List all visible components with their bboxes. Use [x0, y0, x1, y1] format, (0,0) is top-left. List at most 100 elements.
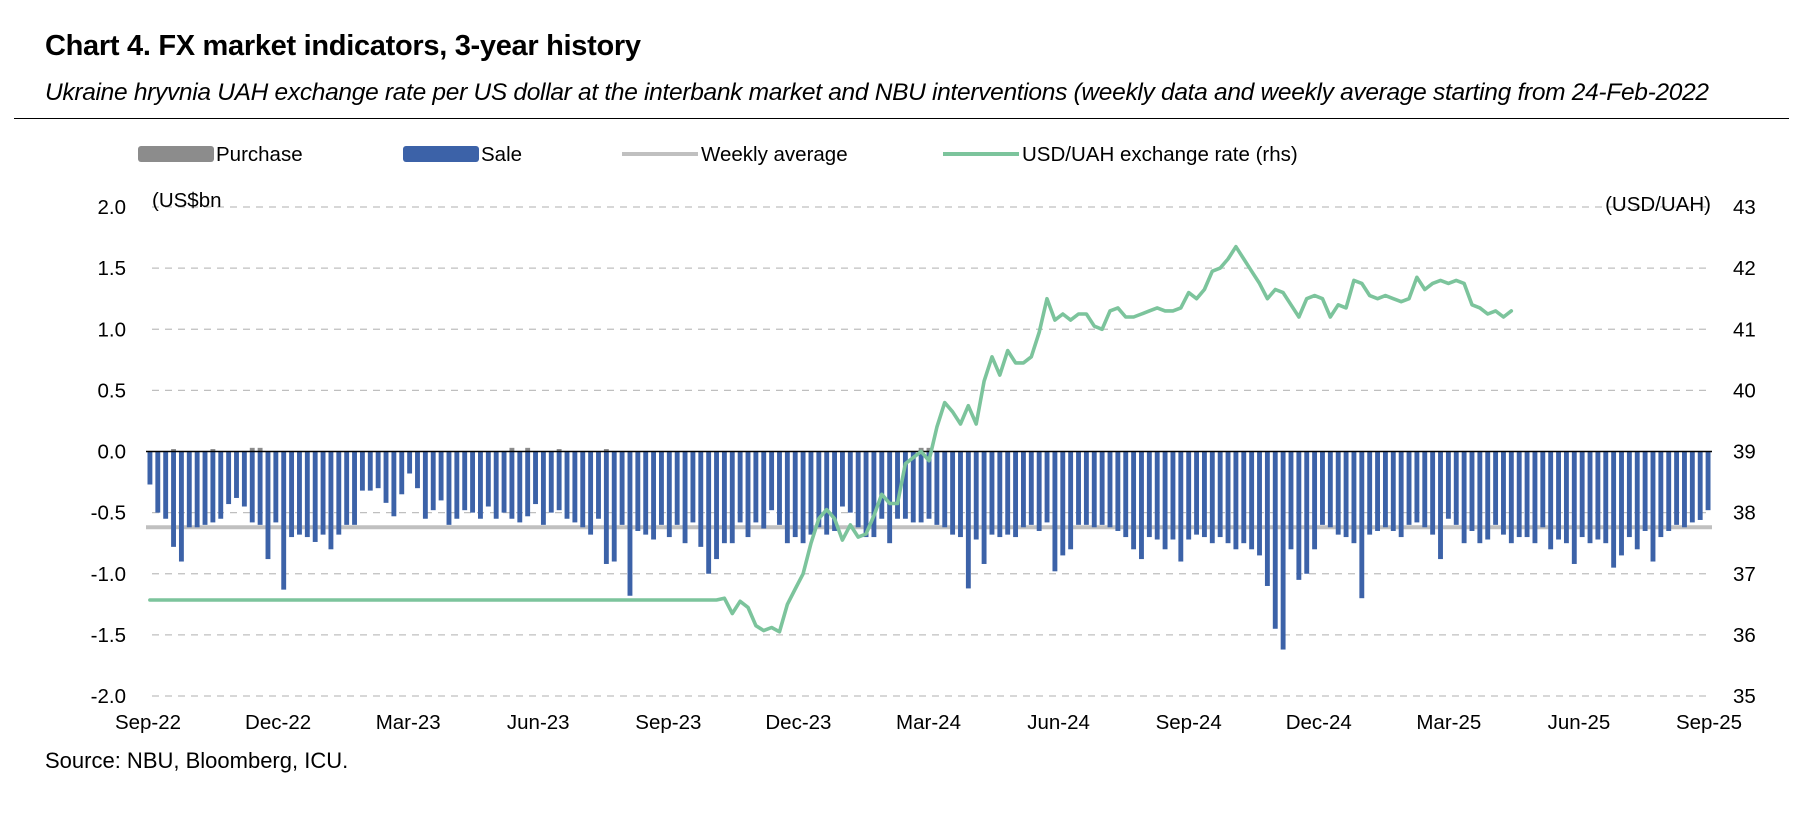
sale-bar: [304, 451, 310, 538]
sale-bar: [1068, 451, 1074, 550]
sale-bar: [556, 451, 562, 511]
sale-bar: [1201, 451, 1207, 538]
sale-bar: [1186, 451, 1192, 540]
sale-bar: [659, 451, 664, 525]
fx-rate-line: [148, 244, 1514, 634]
sale-bar: [1264, 451, 1270, 586]
sale-bar: [1430, 451, 1436, 535]
sale-bar: [1052, 451, 1058, 572]
sale-bar: [1501, 451, 1506, 535]
sale-bar: [745, 451, 751, 538]
sale-bar: [1170, 451, 1176, 540]
sale-bar: [1028, 451, 1034, 525]
purchase-bar: [257, 447, 263, 452]
sale-bar: [832, 451, 838, 531]
sale-bar: [462, 451, 468, 511]
sale-bar: [942, 451, 948, 528]
left-axis-tick-label: 1.0: [98, 318, 127, 341]
sale-bar: [430, 451, 436, 511]
sale-bar: [1359, 451, 1365, 599]
sale-bar: [839, 451, 845, 507]
sale-bar: [1524, 451, 1530, 538]
sale-bar: [367, 451, 373, 491]
sale-bar: [879, 451, 885, 519]
right-axis-tick-label: 37: [1733, 563, 1756, 586]
sale-bar: [540, 451, 546, 525]
sale-bar: [1453, 451, 1459, 525]
sale-bar: [265, 451, 271, 560]
title-divider: [14, 118, 1789, 119]
right-axis-tick-label: 38: [1733, 502, 1756, 525]
sale-bar: [1154, 451, 1160, 540]
sale-bar: [1351, 451, 1357, 544]
x-axis-tick-label: Sep-22: [115, 711, 181, 734]
sale-bar: [383, 451, 389, 503]
sale-bar: [643, 451, 649, 535]
sale-bar: [155, 451, 161, 513]
sale-bar: [1634, 451, 1640, 550]
sale-bar: [1650, 451, 1656, 562]
sale-bar: [965, 451, 971, 589]
sale-bars: [147, 451, 1711, 650]
sale-bar: [312, 451, 318, 542]
x-axis-tick-label: Jun-25: [1548, 711, 1611, 734]
sale-bar: [1209, 451, 1215, 544]
sale-bar: [596, 451, 601, 519]
sale-bar: [226, 451, 232, 505]
sale-bar: [1626, 451, 1632, 538]
x-axis-tick-label: Dec-24: [1286, 711, 1352, 734]
sale-bar: [1469, 451, 1475, 531]
sale-bar: [666, 451, 672, 538]
sale-bar: [863, 451, 869, 538]
sale-bar: [1398, 451, 1404, 538]
sale-bar: [289, 451, 295, 538]
sale-bar: [1013, 451, 1019, 538]
sale-bar: [163, 451, 169, 519]
sale-bar: [1563, 451, 1569, 544]
sale-bar: [1020, 451, 1026, 528]
purchase-bar: [603, 449, 609, 452]
x-axis-tick-label: Jun-23: [507, 711, 570, 734]
left-axis-tick-label: 0.5: [98, 379, 127, 402]
sale-bar: [1036, 451, 1042, 531]
sale-bar: [603, 451, 609, 564]
sale-bar: [682, 451, 688, 544]
sale-bar: [1115, 451, 1121, 531]
sale-bar: [1666, 451, 1672, 531]
sale-bar: [1674, 451, 1680, 525]
sale-bar: [674, 451, 680, 525]
sale-bar: [871, 451, 877, 538]
sale-bar: [1414, 451, 1420, 523]
sale-bar: [1595, 451, 1601, 540]
sale-bar: [1579, 451, 1585, 538]
sale-bar: [1280, 451, 1286, 650]
sale-bar: [533, 451, 538, 505]
purchase-bars: [171, 447, 932, 452]
legend-label: Weekly average: [701, 143, 848, 166]
legend-swatch-sale: [403, 146, 479, 162]
sale-bar: [1178, 451, 1184, 562]
sale-bar: [950, 451, 956, 535]
sale-bar: [186, 451, 192, 528]
sale-bar: [359, 451, 365, 491]
sale-bar: [257, 451, 263, 525]
sale-bar: [855, 451, 861, 528]
sale-bar: [784, 451, 790, 544]
sale-bar: [1390, 451, 1396, 531]
sale-bar: [328, 451, 334, 550]
x-axis-tick-label: Sep-23: [635, 711, 701, 734]
sale-bar: [194, 451, 200, 528]
gridlines: [152, 206, 1712, 697]
purchase-bar: [556, 449, 562, 452]
sale-bar: [737, 451, 743, 523]
sale-bar: [281, 451, 287, 590]
x-axis-tick-label: Dec-23: [765, 711, 831, 734]
purchase-bar: [525, 447, 531, 452]
sale-bar: [1375, 451, 1380, 531]
right-axis-tick-label: 39: [1733, 441, 1756, 464]
sale-bar: [1493, 451, 1499, 525]
sale-bar: [485, 451, 491, 507]
sale-bar: [1445, 451, 1451, 519]
sale-bar: [1571, 451, 1577, 564]
sale-bar: [1619, 451, 1624, 556]
